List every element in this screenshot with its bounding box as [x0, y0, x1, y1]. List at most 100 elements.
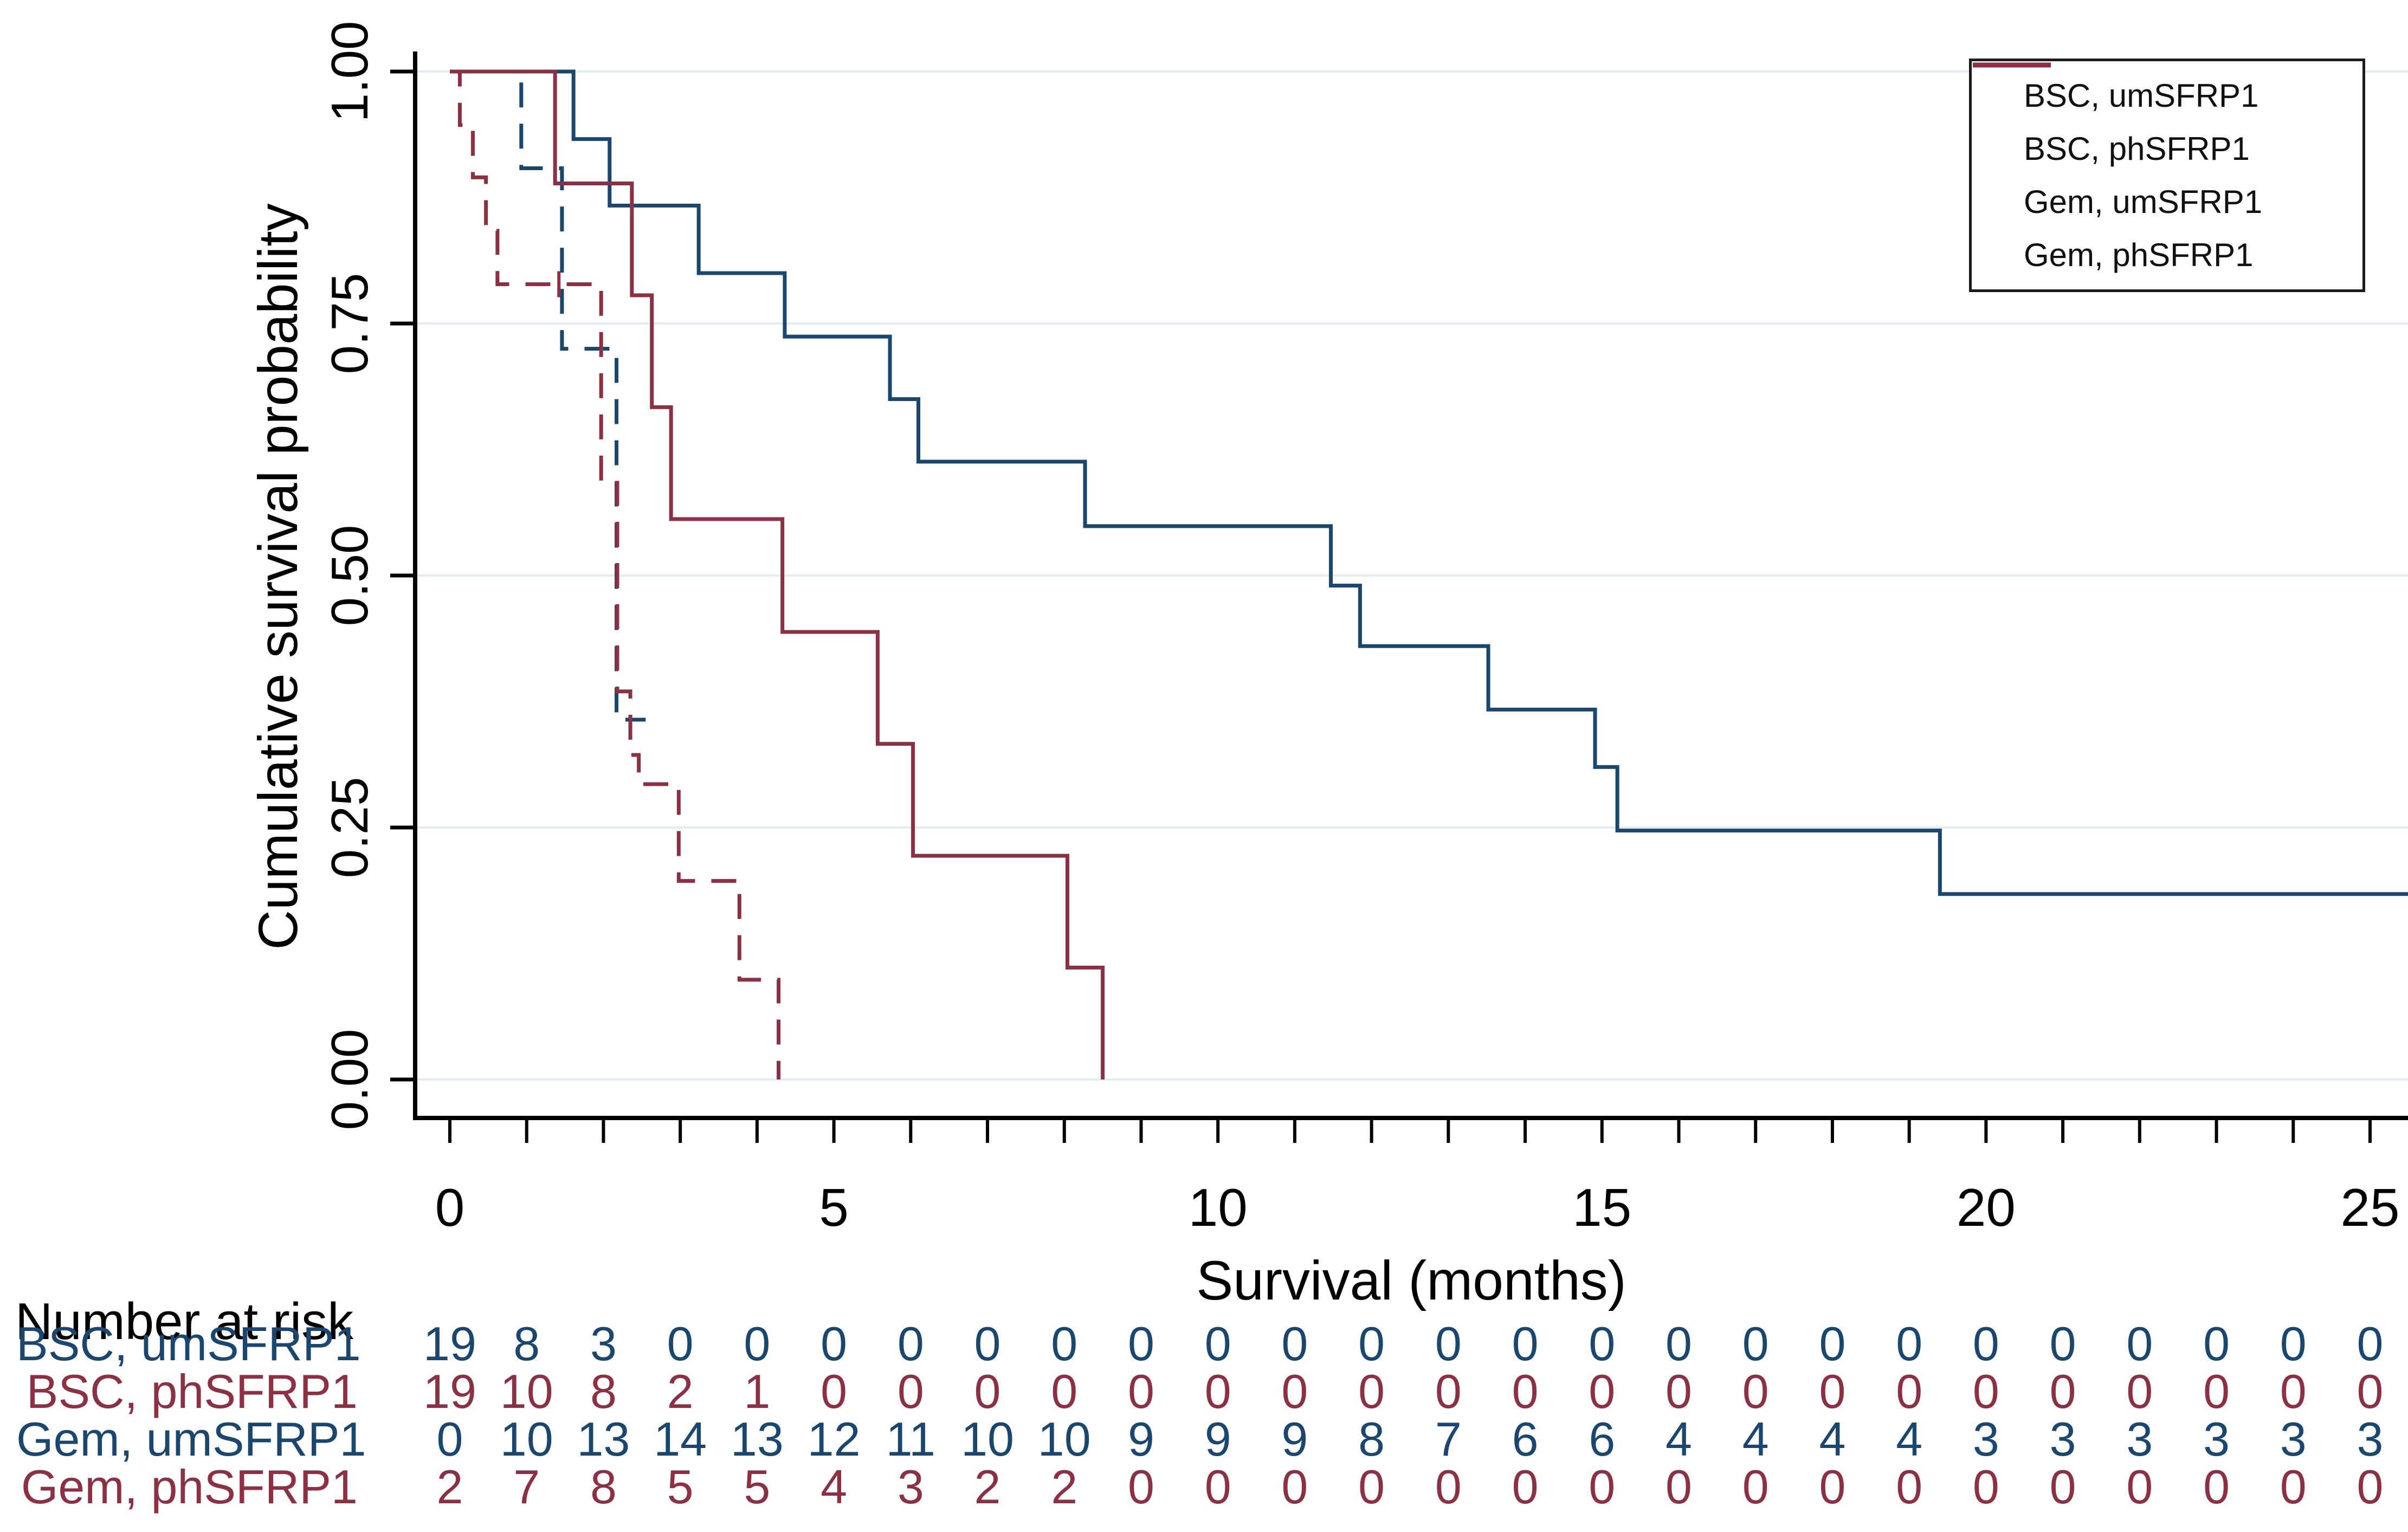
risk-count: 0: [2049, 1460, 2076, 1514]
curve-bsc-phsfrp1: [450, 69, 781, 1079]
risk-count: 0: [1896, 1365, 1923, 1418]
risk-count: 2: [974, 1460, 1001, 1514]
risk-count: 3: [897, 1460, 924, 1514]
legend-item: Gem, phSFRP1: [1973, 62, 2362, 281]
curve-gem-umsfrp1: [517, 69, 2408, 896]
risk-count: 0: [1127, 1317, 1154, 1371]
risk-count: 3: [2049, 1412, 2076, 1466]
risk-count: 10: [500, 1365, 553, 1418]
risk-count: 3: [2126, 1412, 2153, 1466]
risk-count: 0: [1742, 1365, 1769, 1418]
risk-count: 2: [1051, 1460, 1078, 1514]
y-axis-title: Cumulative survival probability: [247, 203, 309, 950]
risk-count: 0: [1819, 1365, 1846, 1418]
gridlines: [415, 70, 2408, 1081]
risk-count: 8: [590, 1365, 617, 1418]
risk-count: 5: [744, 1460, 771, 1514]
risk-count: 4: [1665, 1412, 1692, 1466]
risk-count: 19: [423, 1317, 476, 1371]
risk-count: 0: [1204, 1317, 1231, 1371]
risk-count: 0: [2280, 1317, 2307, 1371]
risk-count: 5: [667, 1460, 694, 1514]
risk-count: 4: [1742, 1412, 1769, 1466]
risk-row-label: Gem, umSFRP1: [16, 1412, 366, 1466]
risk-count: 0: [1589, 1460, 1616, 1514]
risk-count: 0: [2357, 1460, 2384, 1514]
risk-count: 10: [961, 1412, 1014, 1466]
risk-count: 3: [1972, 1412, 1999, 1466]
risk-count: 0: [1896, 1317, 1923, 1371]
risk-count: 0: [974, 1365, 1001, 1418]
risk-count: 0: [1589, 1365, 1616, 1418]
risk-count: 0: [1512, 1317, 1539, 1371]
risk-count: 6: [1589, 1412, 1616, 1466]
risk-count: 0: [1051, 1317, 1078, 1371]
risk-count: 0: [1281, 1460, 1308, 1514]
risk-count: 2: [436, 1460, 463, 1514]
curve-gem-phsfrp1: [450, 69, 1105, 1079]
risk-count: 0: [1819, 1317, 1846, 1371]
tick-labels: 0.00 0.25 0.50 0.75 1.00 0 5 10 15 20 25: [321, 21, 2400, 1237]
risk-count: 0: [1972, 1365, 1999, 1418]
risk-count: 0: [1665, 1317, 1692, 1371]
risk-count: 7: [1435, 1412, 1462, 1466]
risk-count: 0: [1358, 1365, 1385, 1418]
y-tick-label: 0.50: [321, 525, 379, 626]
risk-count: 11: [886, 1412, 935, 1466]
risk-count: 0: [2357, 1365, 2384, 1418]
legend-label: BSC, umSFRP1: [2024, 77, 2259, 114]
risk-count: 10: [500, 1412, 553, 1466]
risk-count: 0: [2203, 1317, 2230, 1371]
risk-count: 0: [2203, 1365, 2230, 1418]
risk-count: 9: [1281, 1412, 1308, 1466]
solid-line-swatch: [1973, 62, 2051, 68]
risk-count: 0: [1819, 1460, 1846, 1514]
risk-count: 0: [1051, 1365, 1078, 1418]
risk-count: 8: [590, 1460, 617, 1514]
risk-count: 0: [1512, 1460, 1539, 1514]
risk-count: 4: [1896, 1412, 1923, 1466]
risk-count: 3: [2357, 1412, 2384, 1466]
risk-count: 0: [1127, 1460, 1154, 1514]
risk-row-label: Gem, phSFRP1: [21, 1460, 358, 1514]
survival-curves: [450, 69, 2408, 1079]
risk-count: 4: [1819, 1412, 1846, 1466]
risk-count: 4: [821, 1460, 848, 1514]
x-tick-label: 5: [819, 1178, 849, 1237]
risk-table-title: Number at risk: [15, 1292, 354, 1350]
risk-count: 7: [513, 1460, 540, 1514]
legend-label: BSC, phSFRP1: [2024, 130, 2250, 167]
risk-count: 0: [1665, 1365, 1692, 1418]
x-tick-label: 25: [2340, 1178, 2399, 1237]
risk-count: 0: [1358, 1317, 1385, 1371]
risk-count: 0: [2280, 1460, 2307, 1514]
x-axis-title: Survival (months): [1196, 1250, 1626, 1311]
risk-count: 0: [1972, 1317, 1999, 1371]
y-tick-label: 1.00: [321, 21, 379, 122]
legend: BSC, umSFRP1 BSC, phSFRP1 Gem, umSFRP1 Gem,…: [1969, 59, 2365, 292]
risk-count: 0: [1742, 1460, 1769, 1514]
x-tick-label: 15: [1572, 1178, 1631, 1237]
risk-count: 0: [1204, 1460, 1231, 1514]
risk-count: 0: [436, 1412, 463, 1466]
risk-count: 0: [1358, 1460, 1385, 1514]
risk-count: 0: [2049, 1365, 2076, 1418]
risk-count: 0: [1512, 1365, 1539, 1418]
risk-row-label: BSC, umSFRP1: [16, 1317, 361, 1371]
legend-item: BSC, umSFRP1: [1973, 62, 2362, 121]
risk-count: 0: [667, 1317, 694, 1371]
risk-count: 19: [423, 1365, 476, 1418]
risk-count: 0: [1589, 1317, 1616, 1371]
risk-count: 0: [821, 1365, 848, 1418]
risk-count: 0: [2280, 1365, 2307, 1418]
legend-label: Gem, umSFRP1: [2024, 184, 2263, 221]
legend-label: Gem, phSFRP1: [2024, 237, 2254, 274]
axes: [390, 51, 2408, 1143]
risk-count: 0: [897, 1365, 924, 1418]
risk-count: 0: [744, 1317, 771, 1371]
risk-count: 13: [577, 1412, 630, 1466]
risk-count: 13: [730, 1412, 784, 1466]
risk-count: 0: [1435, 1460, 1462, 1514]
